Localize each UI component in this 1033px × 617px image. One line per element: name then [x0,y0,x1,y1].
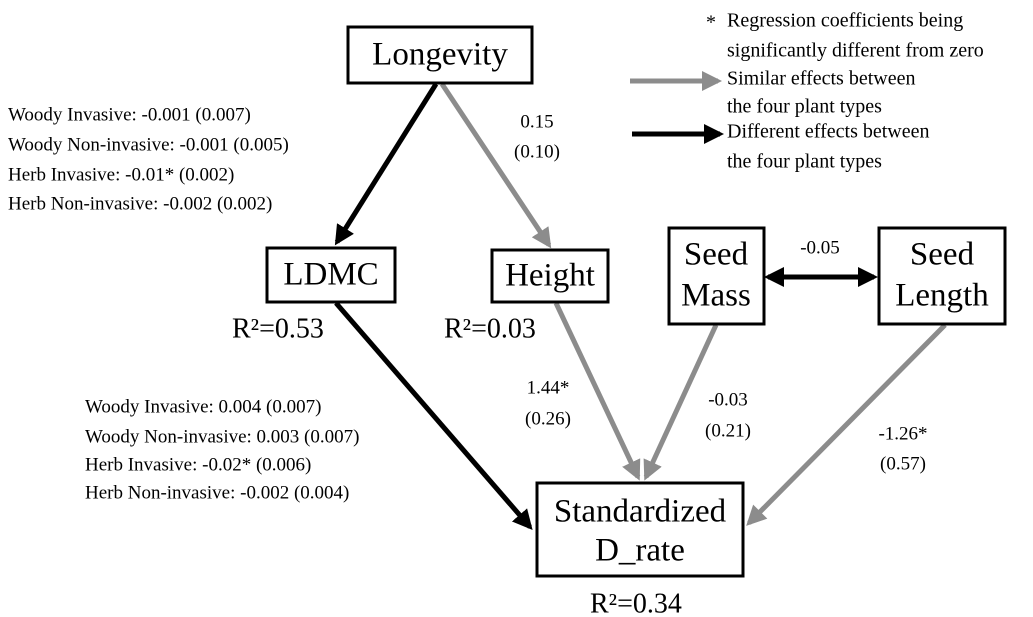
edge-arrow [439,82,552,249]
r-squared: R²=0.03 [444,313,536,344]
edge-label: Woody Non-invasive: -0.001 (0.005) [8,134,289,155]
legend-text: significantly different from zero [727,40,984,62]
node-label: Height [505,258,595,294]
r-squared: R²=0.34 [590,588,682,617]
legend-text: the four plant types [727,151,882,173]
edge-label: -1.26* [878,423,927,444]
edge-label: Herb Non-invasive: -0.002 (0.002) [8,193,272,214]
edge-arrow [746,323,947,526]
legend-text: Different effects between [727,121,930,143]
edge-label: (0.21) [705,420,751,441]
legend-text: the four plant types [727,96,882,118]
edge-label: -0.03 [708,389,748,410]
edge-arrow [334,301,533,531]
node-label: D_rate [595,533,685,569]
edge-label: (0.10) [514,141,560,162]
edge-label: Herb Invasive: -0.02* (0.006) [85,454,311,475]
edge-label: (0.57) [880,453,926,474]
node-box [877,226,1007,326]
node-label: Standardized [554,494,727,530]
edge-label: (0.26) [525,408,571,429]
legend-text: Similar effects between [727,68,915,90]
node-box [667,226,766,326]
edge-arrow [553,301,641,481]
node-label: Seed [684,237,749,273]
legend-star: * [706,12,716,34]
edge-label: Herb Non-invasive: -0.002 (0.004) [85,482,349,503]
node-label: LDMC [283,257,378,293]
node-box [265,246,397,304]
node-box [346,25,534,85]
node-label: Length [895,278,989,314]
node-label: Longevity [372,37,508,73]
edge-label: Herb Invasive: -0.01* (0.002) [8,164,234,185]
node-label: Seed [910,237,975,273]
r-squared: R²=0.53 [232,313,324,344]
edge-arrow [334,82,439,246]
node-box [535,481,745,578]
edge-label: Woody Invasive: 0.004 (0.007) [85,396,321,417]
edge-label: Woody Invasive: -0.001 (0.007) [8,104,251,125]
edge-label: 0.15 [520,111,553,132]
edge-label: -0.05 [800,237,840,258]
edge-label: Woody Non-invasive: 0.003 (0.007) [85,426,359,447]
legend-text: Regression coefficients being [727,10,963,32]
node-box [490,248,610,304]
edge-label: 1.44* [527,377,570,398]
node-label: Mass [681,278,751,314]
edge-arrow [643,323,719,481]
